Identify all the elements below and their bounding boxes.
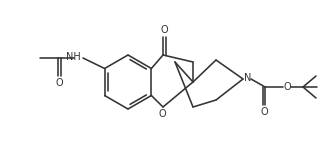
Text: O: O — [283, 82, 291, 92]
Text: O: O — [55, 78, 63, 88]
Text: O: O — [158, 109, 166, 119]
Text: N: N — [244, 73, 252, 83]
Text: O: O — [160, 25, 168, 35]
Text: NH: NH — [66, 52, 81, 62]
Text: O: O — [260, 107, 268, 117]
